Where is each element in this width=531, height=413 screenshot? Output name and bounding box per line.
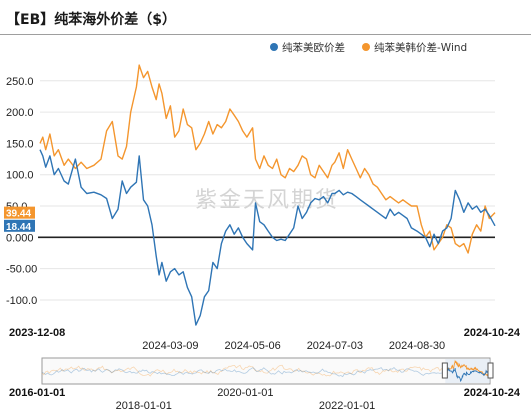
last-value-badges: 39.44 18.44 xyxy=(4,206,35,233)
y-axis-ticks: 250.0200.0150.0100.050.00.000-50.00-100.… xyxy=(6,76,37,307)
navigator-frame xyxy=(41,357,491,385)
title-divider xyxy=(0,34,531,35)
legend-label-eu: 纯苯美欧价差 xyxy=(282,41,345,54)
navigator-tick-label: 2022-01-01 xyxy=(319,400,375,412)
last-value-badge-kr xyxy=(4,206,35,219)
legend-marker-eu xyxy=(270,43,278,51)
y-tick-label: 100.0 xyxy=(6,170,34,182)
legend-marker-kr xyxy=(362,43,370,51)
x-tick-label: 2024-07-03 xyxy=(307,340,363,352)
series-group xyxy=(39,64,496,326)
series-line-eu xyxy=(39,149,496,326)
navigator-series-eu xyxy=(444,366,491,383)
navigator-history-eu xyxy=(41,367,446,378)
x-tick-label: 2023-12-08 xyxy=(9,327,65,339)
x-tick-label: 2024-08-30 xyxy=(389,340,445,352)
series-line-kr xyxy=(39,64,496,254)
navigator-handle-left xyxy=(441,362,448,379)
last-value-badge-eu xyxy=(4,219,35,232)
legend-label-kr: 纯苯美韩价差-Wind xyxy=(374,41,467,54)
y-tick-label: -50.00 xyxy=(6,264,37,276)
x-tick-label: 2024-03-09 xyxy=(142,340,198,352)
y-tick-label: 250.0 xyxy=(6,76,34,88)
navigator-tick-label: 2024-10-24 xyxy=(464,387,521,399)
navigator-tick-label: 2016-01-01 xyxy=(9,387,65,399)
legend[interactable]: 纯苯美欧价差 纯苯美韩价差-Wind xyxy=(270,41,467,54)
navigator-tick-label: 2020-01-01 xyxy=(217,387,273,399)
x-tick-label: 2024-05-06 xyxy=(224,340,280,352)
time-navigator[interactable]: 2016-01-01 2020-01-01 2024-10-24 2018-01-01… xyxy=(9,357,521,412)
y-tick-label: -100.0 xyxy=(6,295,37,307)
watermark: 紫金天风期货 xyxy=(195,188,339,213)
last-value-text-kr: 39.44 xyxy=(6,209,31,220)
navigator-handle-right xyxy=(487,362,494,379)
navigator-series-kr xyxy=(444,359,491,377)
navigator-tick-label: 2018-01-01 xyxy=(116,400,172,412)
x-axis-ticks: 2023-12-08 2024-10-24 2024-03-09 2024-05-06… xyxy=(9,327,521,352)
last-value-text-eu: 18.44 xyxy=(6,222,31,233)
chart-title: 【EB】纯苯海外价差（$） xyxy=(6,12,176,28)
navigator-history-kr xyxy=(41,364,446,377)
x-tick-label: 2024-10-24 xyxy=(464,327,521,339)
y-tick-label: 150.0 xyxy=(6,138,34,150)
y-tick-label: 200.0 xyxy=(6,107,34,119)
y-tick-label: 0.000 xyxy=(6,232,34,244)
